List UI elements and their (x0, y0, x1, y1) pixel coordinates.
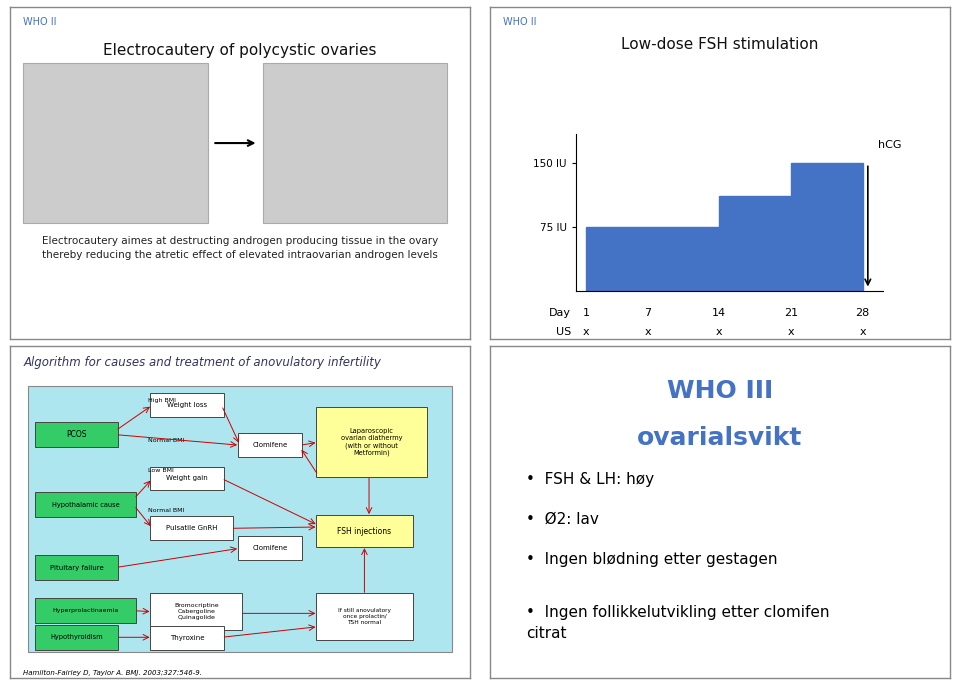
Text: Electrocautery of polycystic ovaries: Electrocautery of polycystic ovaries (104, 43, 376, 58)
Text: 21: 21 (784, 308, 798, 319)
Text: 1: 1 (583, 308, 589, 319)
Text: 7: 7 (644, 308, 651, 319)
Bar (791, 164, 863, 291)
Text: ovarialsvikt: ovarialsvikt (637, 425, 803, 449)
FancyBboxPatch shape (35, 423, 118, 447)
Text: Day: Day (549, 308, 571, 319)
Text: x: x (859, 327, 866, 337)
Text: Laparoscopic
ovarian diathermy
(with or without
Metformin): Laparoscopic ovarian diathermy (with or … (341, 428, 402, 456)
FancyBboxPatch shape (150, 393, 224, 417)
FancyBboxPatch shape (150, 516, 233, 540)
FancyBboxPatch shape (35, 556, 118, 580)
Text: US: US (556, 327, 571, 337)
Text: Normal BMI: Normal BMI (148, 438, 184, 443)
Text: •  Ingen blødning etter gestagen: • Ingen blødning etter gestagen (526, 552, 778, 567)
Text: Hypothalamic cause: Hypothalamic cause (52, 501, 119, 508)
Text: •  FSH & LH: høy: • FSH & LH: høy (526, 472, 655, 487)
Text: Normal BMI: Normal BMI (148, 508, 184, 513)
Text: WHO II: WHO II (23, 17, 57, 27)
Text: Hypothyroidism: Hypothyroidism (50, 634, 103, 640)
FancyBboxPatch shape (316, 408, 426, 477)
Bar (587, 227, 719, 291)
Text: x: x (716, 327, 723, 337)
Text: Weight gain: Weight gain (166, 475, 208, 482)
Text: Low BMI: Low BMI (148, 468, 174, 473)
FancyBboxPatch shape (23, 63, 207, 223)
Text: Pulsatile GnRH: Pulsatile GnRH (166, 525, 217, 532)
Text: High BMI: High BMI (148, 399, 176, 403)
FancyBboxPatch shape (150, 593, 242, 630)
Text: Thyroxine: Thyroxine (170, 635, 204, 641)
Text: Clomifene: Clomifene (252, 545, 288, 551)
Text: Weight loss: Weight loss (167, 402, 207, 408)
FancyBboxPatch shape (150, 466, 224, 490)
Text: If still anovulatory
once prolactin/
TSH normal: If still anovulatory once prolactin/ TSH… (338, 608, 391, 625)
Text: WHO II: WHO II (503, 17, 537, 27)
Text: hCG: hCG (878, 140, 901, 149)
Text: Hyperprolactinaemia: Hyperprolactinaemia (53, 608, 119, 613)
Bar (719, 196, 791, 291)
Text: WHO III: WHO III (667, 379, 773, 403)
Text: Pituitary failure: Pituitary failure (50, 564, 104, 571)
FancyBboxPatch shape (35, 625, 118, 650)
Text: FSH injections: FSH injections (337, 527, 392, 536)
FancyBboxPatch shape (316, 515, 413, 547)
FancyBboxPatch shape (238, 434, 302, 457)
FancyBboxPatch shape (150, 626, 224, 650)
Text: •  Ingen follikkelutvikling etter clomifen
citrat: • Ingen follikkelutvikling etter clomife… (526, 605, 830, 641)
Text: x: x (644, 327, 651, 337)
Text: PCOS: PCOS (66, 430, 86, 439)
Text: 14: 14 (712, 308, 727, 319)
Text: Hamilton-Fairley D, Taylor A. BMJ. 2003;327:546-9.: Hamilton-Fairley D, Taylor A. BMJ. 2003;… (23, 671, 203, 677)
FancyBboxPatch shape (28, 386, 452, 651)
Text: x: x (583, 327, 589, 337)
Text: x: x (788, 327, 794, 337)
Text: Electrocautery aimes at destructing androgen producing tissue in the ovary
there: Electrocautery aimes at destructing andr… (42, 236, 438, 260)
Text: •  Ø2: lav: • Ø2: lav (526, 512, 599, 527)
Text: 28: 28 (855, 308, 870, 319)
FancyBboxPatch shape (35, 492, 136, 517)
Text: Algorithm for causes and treatment of anovulatory infertility: Algorithm for causes and treatment of an… (23, 356, 381, 369)
Text: Bromocriptine
Cabergoline
Quinagolide: Bromocriptine Cabergoline Quinagolide (174, 603, 219, 620)
Text: Low-dose FSH stimulation: Low-dose FSH stimulation (621, 37, 819, 52)
FancyBboxPatch shape (35, 599, 136, 623)
FancyBboxPatch shape (316, 593, 413, 640)
FancyBboxPatch shape (238, 536, 302, 560)
FancyBboxPatch shape (263, 63, 447, 223)
Text: Clomifene: Clomifene (252, 443, 288, 448)
